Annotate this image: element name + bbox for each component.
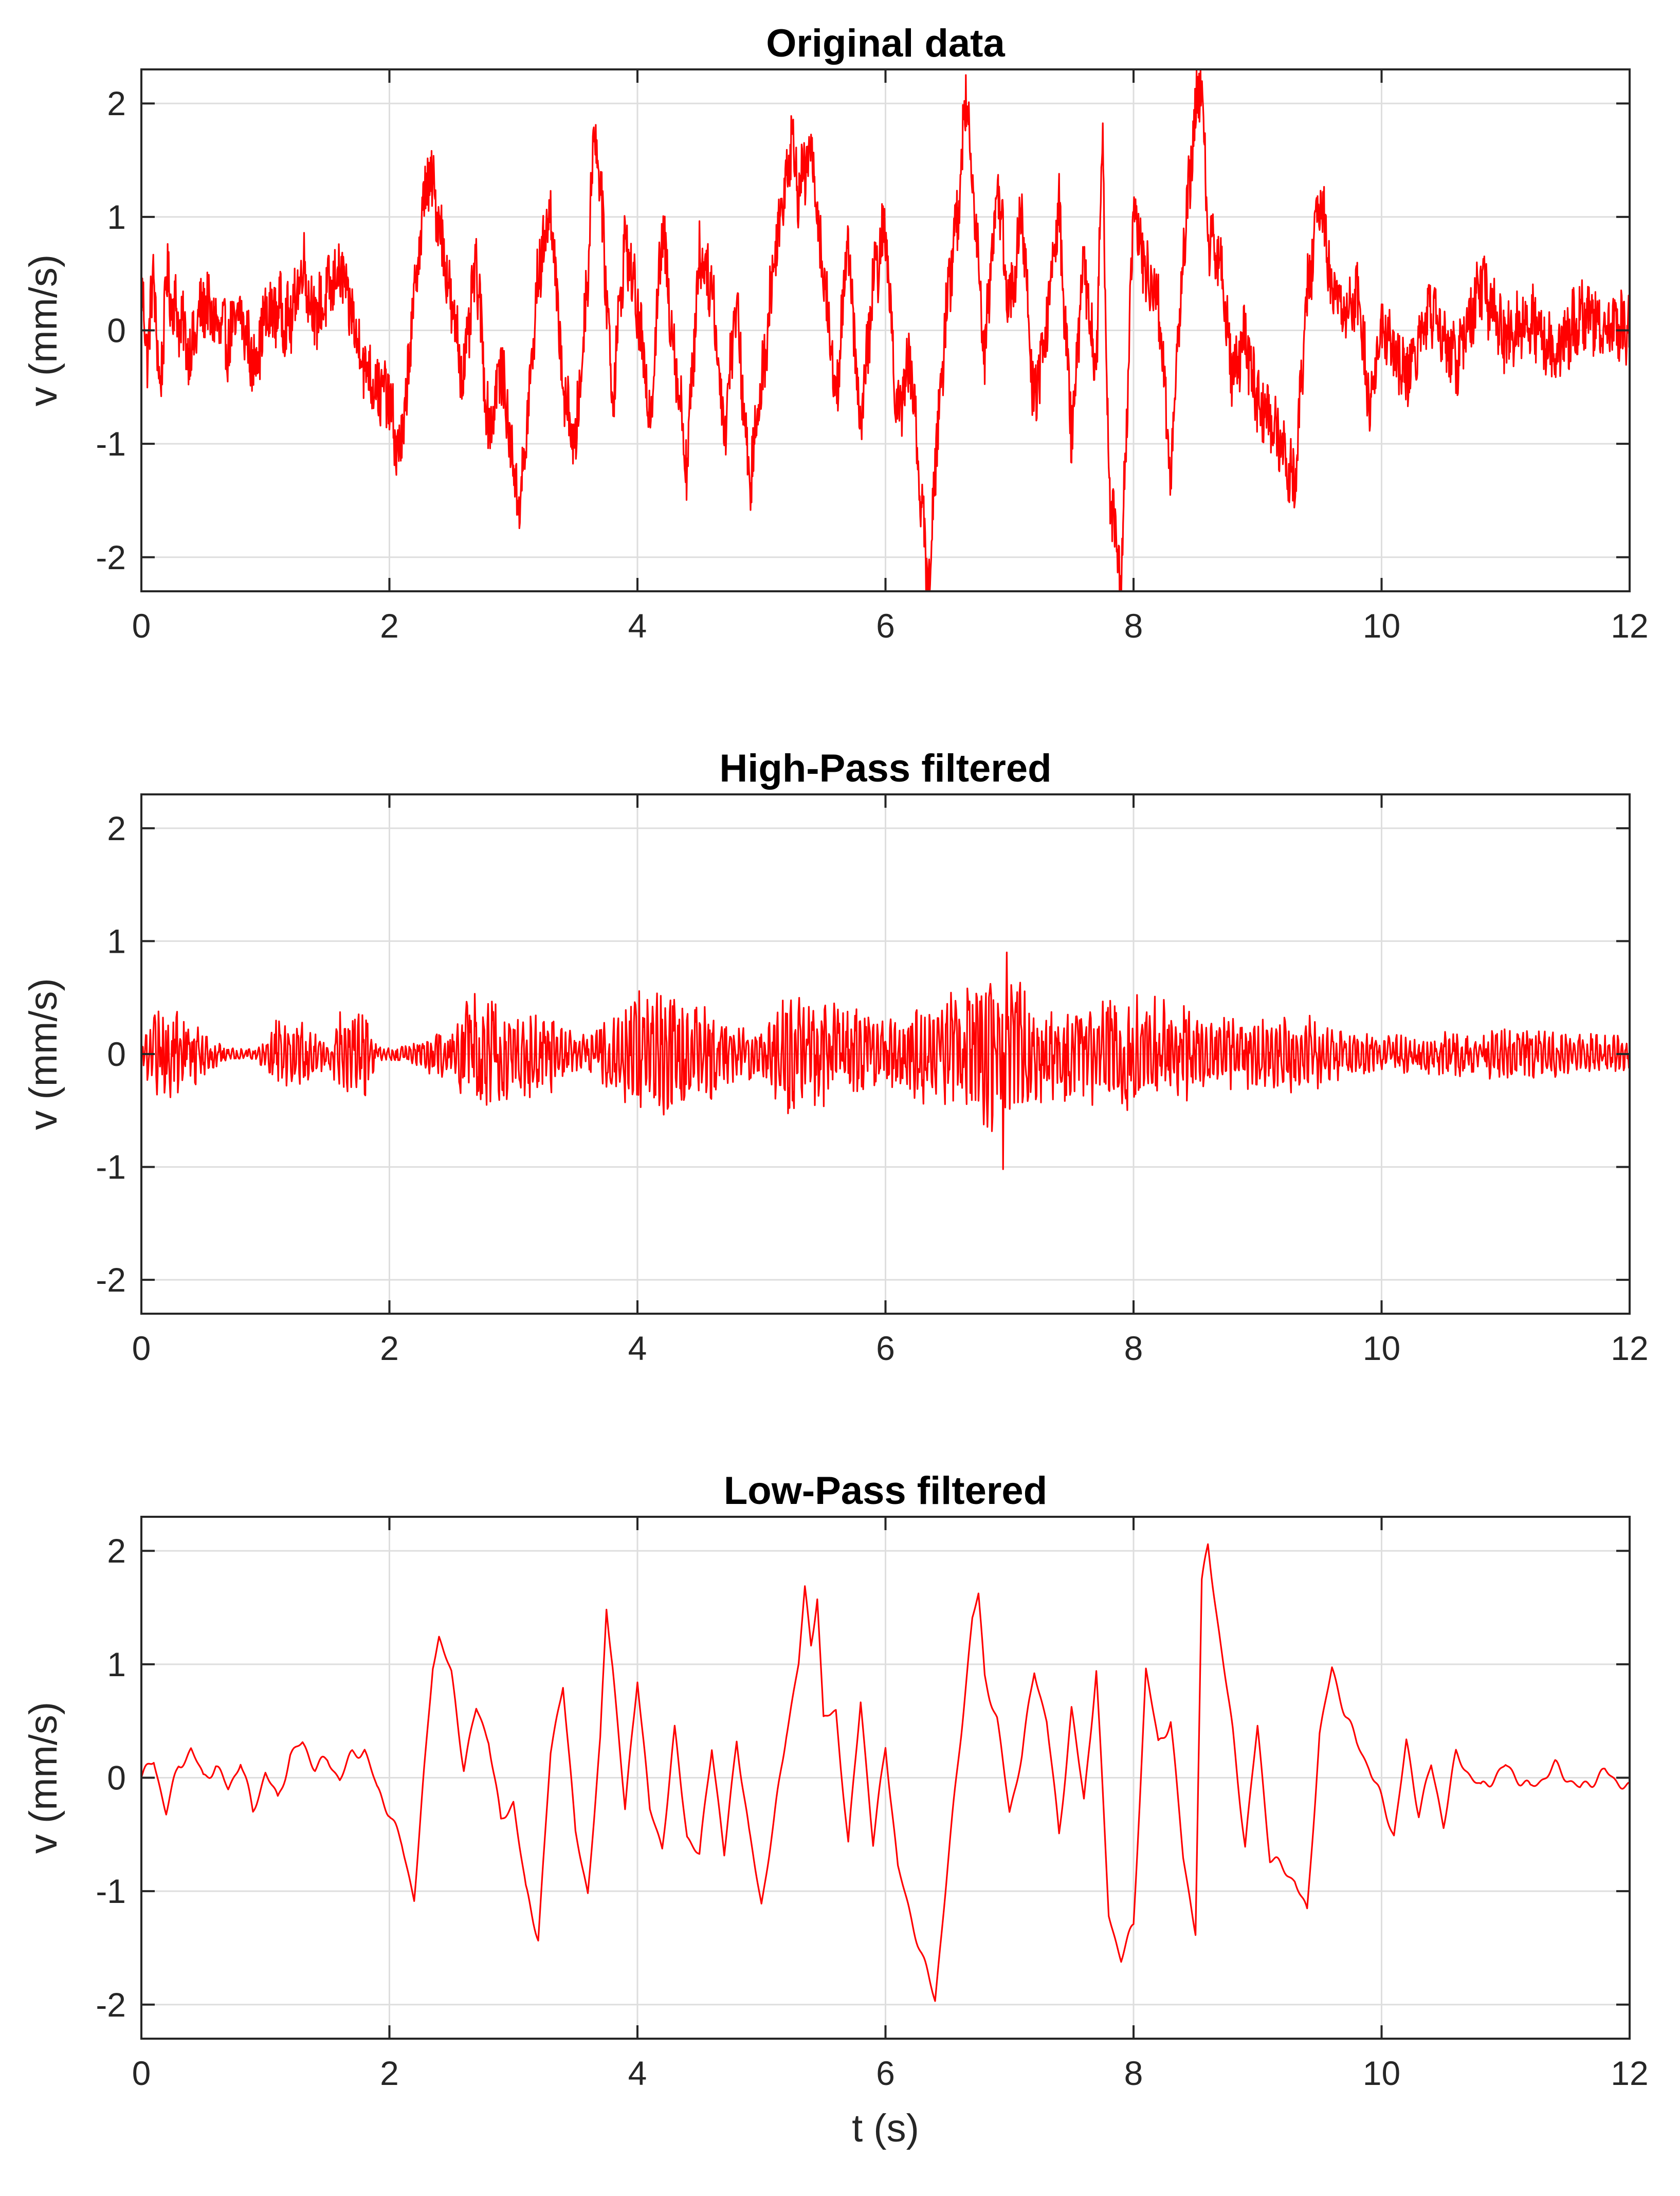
low-pass-filtered-ytick-label: -2 [96,1986,126,2024]
low-pass-filtered-ytick-label: 2 [107,1532,126,1570]
low-pass-filtered-ytick-label: 0 [107,1759,126,1797]
high-pass-filtered-series-line [141,951,1630,1170]
original-data-ylabel: v (mm/s) [22,255,65,406]
high-pass-filtered-xtick-label: 6 [876,1329,895,1367]
original-data-xtick-label: 4 [628,607,647,645]
original-data-title: Original data [766,22,1005,65]
high-pass-filtered-xtick-label: 12 [1611,1329,1648,1367]
high-pass-filtered-xtick-label: 10 [1363,1329,1400,1367]
low-pass-filtered-xtick-label: 4 [628,2054,647,2092]
low-pass-filtered-ylabel: v (mm/s) [22,1702,65,1854]
high-pass-filtered-ytick-label: -2 [96,1261,126,1299]
low-pass-filtered-xtick-label: 6 [876,2054,895,2092]
high-pass-filtered-ytick-label: -1 [96,1148,126,1186]
high-pass-filtered-ytick-label: 0 [107,1035,126,1073]
original-data-xtick-label: 10 [1363,607,1400,645]
low-pass-filtered-ytick-label: -1 [96,1872,126,1910]
original-data-ytick-label: -1 [96,425,126,463]
original-data-xtick-label: 6 [876,607,895,645]
high-pass-filtered-xtick-label: 8 [1124,1329,1143,1367]
low-pass-filtered-xlabel: t (s) [852,2107,919,2150]
original-data-xtick-label: 12 [1611,607,1648,645]
low-pass-filtered-xtick-label: 12 [1611,2054,1648,2092]
low-pass-filtered-xtick-label: 0 [132,2054,151,2092]
original-data-ytick-label: 0 [107,312,126,350]
low-pass-filtered-xtick-label: 8 [1124,2054,1143,2092]
low-pass-filtered-ytick-label: 1 [107,1645,126,1683]
high-pass-filtered-title: High-Pass filtered [719,747,1051,790]
original-data-xtick-label: 8 [1124,607,1143,645]
original-data-ytick-label: 2 [107,84,126,122]
original-data-series-line [141,69,1630,591]
high-pass-filtered-xtick-label: 0 [132,1329,151,1367]
original-data-ytick-label: 1 [107,198,126,236]
low-pass-filtered-series-line [141,1543,1630,2002]
high-pass-filtered-ytick-label: 1 [107,922,126,960]
low-pass-filtered-xtick-label: 2 [380,2054,399,2092]
high-pass-filtered-ytick-label: 2 [107,809,126,847]
low-pass-filtered-title: Low-Pass filtered [724,1469,1047,1513]
original-data-xtick-label: 0 [132,607,151,645]
original-data-xtick-label: 2 [380,607,399,645]
high-pass-filtered-xtick-label: 4 [628,1329,647,1367]
high-pass-filtered-xtick-label: 2 [380,1329,399,1367]
high-pass-filtered-ylabel: v (mm/s) [22,978,65,1130]
original-data-ytick-label: -2 [96,538,126,576]
low-pass-filtered-xtick-label: 10 [1363,2054,1400,2092]
